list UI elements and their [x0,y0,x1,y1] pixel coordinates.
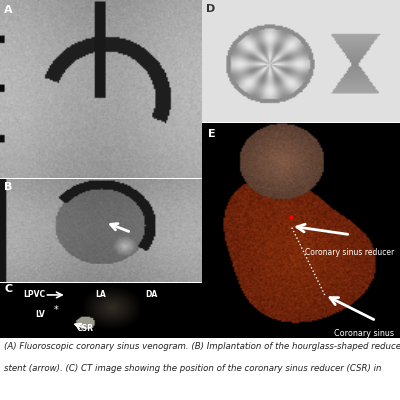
Text: D: D [206,4,215,14]
Text: DA: DA [145,290,158,300]
Text: C: C [4,284,12,294]
Text: stent (arrow). (C) CT image showing the position of the coronary sinus reducer (: stent (arrow). (C) CT image showing the … [4,364,382,374]
Text: A: A [4,5,13,15]
Text: *: * [54,306,59,315]
Text: LV: LV [36,310,45,319]
Text: CSR: CSR [76,324,93,332]
Text: Coronary sinus
os: Coronary sinus os [334,329,394,350]
Text: LA: LA [96,290,106,300]
Text: E: E [208,129,216,139]
Text: B: B [4,182,12,192]
Text: Coronary sinus reducer: Coronary sinus reducer [305,248,394,257]
Text: (A) Fluoroscopic coronary sinus venogram. (B) Implantation of the hourglass-shap: (A) Fluoroscopic coronary sinus venogram… [4,342,400,351]
Text: LPVC: LPVC [23,290,46,300]
